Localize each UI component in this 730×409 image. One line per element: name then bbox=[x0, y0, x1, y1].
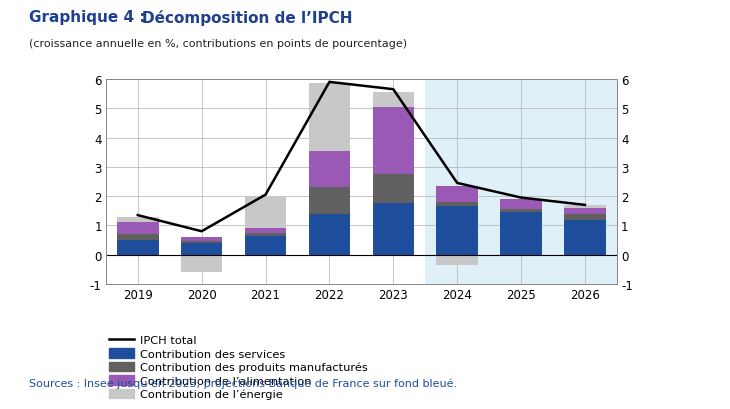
Bar bbox=[564, 214, 606, 220]
Bar bbox=[437, 202, 478, 207]
Bar bbox=[500, 210, 542, 213]
Bar bbox=[245, 229, 286, 233]
Bar bbox=[117, 240, 158, 255]
Bar bbox=[372, 204, 414, 255]
Bar bbox=[117, 223, 158, 235]
Bar bbox=[245, 197, 286, 229]
Text: Sources : Insee jusqu’en 2023, projections Banque de France sur fond bleué.: Sources : Insee jusqu’en 2023, projectio… bbox=[29, 377, 457, 388]
Bar bbox=[372, 108, 414, 175]
Bar bbox=[437, 187, 478, 202]
Bar bbox=[245, 233, 286, 236]
Text: Graphique 4 :: Graphique 4 : bbox=[29, 10, 151, 25]
Bar bbox=[181, 243, 223, 255]
Bar bbox=[117, 235, 158, 240]
Bar bbox=[500, 213, 542, 255]
Text: Décomposition de l’IPCH: Décomposition de l’IPCH bbox=[142, 10, 353, 26]
Bar bbox=[245, 236, 286, 255]
Bar bbox=[181, 238, 223, 242]
Bar bbox=[117, 217, 158, 223]
Bar bbox=[309, 188, 350, 214]
Bar bbox=[309, 84, 350, 151]
Bar bbox=[437, 255, 478, 265]
Bar bbox=[426, 80, 617, 284]
Bar bbox=[564, 208, 606, 214]
Bar bbox=[437, 207, 478, 255]
Bar bbox=[309, 151, 350, 188]
Bar bbox=[372, 93, 414, 108]
Bar bbox=[372, 175, 414, 204]
Bar bbox=[181, 242, 223, 243]
Bar bbox=[181, 255, 223, 272]
Bar bbox=[309, 214, 350, 255]
Legend: IPCH total, Contribution des services, Contribution des produits manufacturés, C: IPCH total, Contribution des services, C… bbox=[109, 335, 367, 400]
Text: (croissance annuelle en %, contributions en points de pourcentage): (croissance annuelle en %, contributions… bbox=[29, 39, 407, 49]
Bar bbox=[564, 220, 606, 255]
Bar bbox=[564, 205, 606, 208]
Bar bbox=[500, 200, 542, 210]
